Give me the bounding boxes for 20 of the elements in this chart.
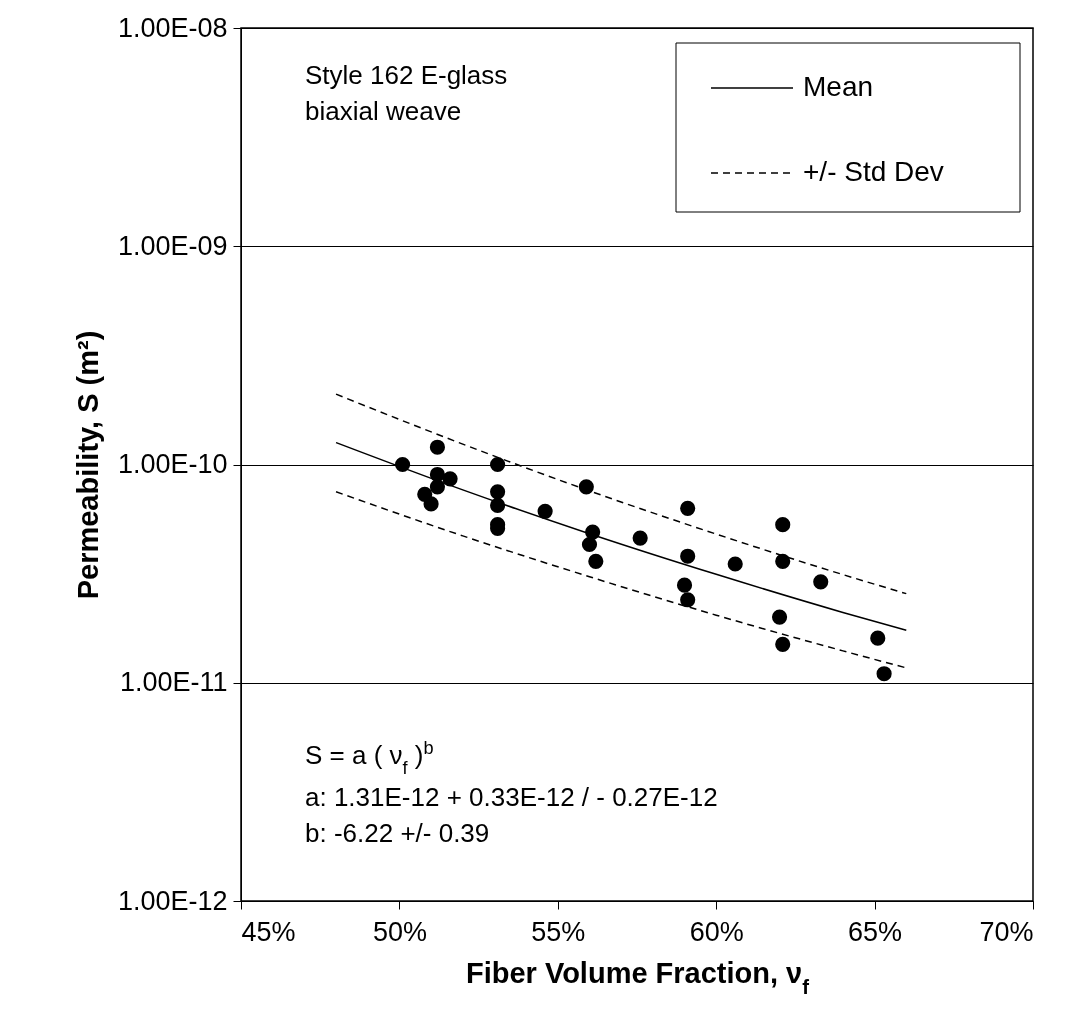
x-tick-label: 65% [848, 916, 903, 947]
y-tick-label: 1.00E-08 [117, 12, 228, 43]
y-tick-label: 1.00E-11 [119, 667, 228, 698]
x-tick-label: 70% [979, 916, 1034, 947]
x-axis-title: Fiber Volume Fraction, ν$_{f}$ [465, 956, 810, 998]
annotation: Style 162 E-glass [305, 60, 508, 90]
y-axis-title: Permeability, S (m²) [71, 330, 104, 600]
y-tick-label: 1.00E-12 [117, 885, 228, 916]
y-tick-label: 1.00E-09 [117, 230, 228, 261]
y-tick-label: 1.00E-10 [117, 449, 228, 479]
annotation: a: 1.31E-12 + 0.33E-12 / - 0.27E-12 [305, 782, 718, 812]
x-tick-label: 60% [689, 916, 744, 947]
x-tick-label: 55% [531, 916, 586, 947]
annotation: biaxial weave [305, 96, 462, 126]
annotation: S = a ( ν$_{f}$ )$^{b}$ [305, 738, 434, 778]
x-tick-label: 50% [372, 916, 427, 947]
x-tick-label: 45% [241, 916, 296, 947]
legend-label: +/- Std Dev [803, 156, 944, 187]
legend-label: Mean [803, 71, 874, 102]
annotation: b: -6.22 +/- 0.39 [305, 818, 490, 848]
